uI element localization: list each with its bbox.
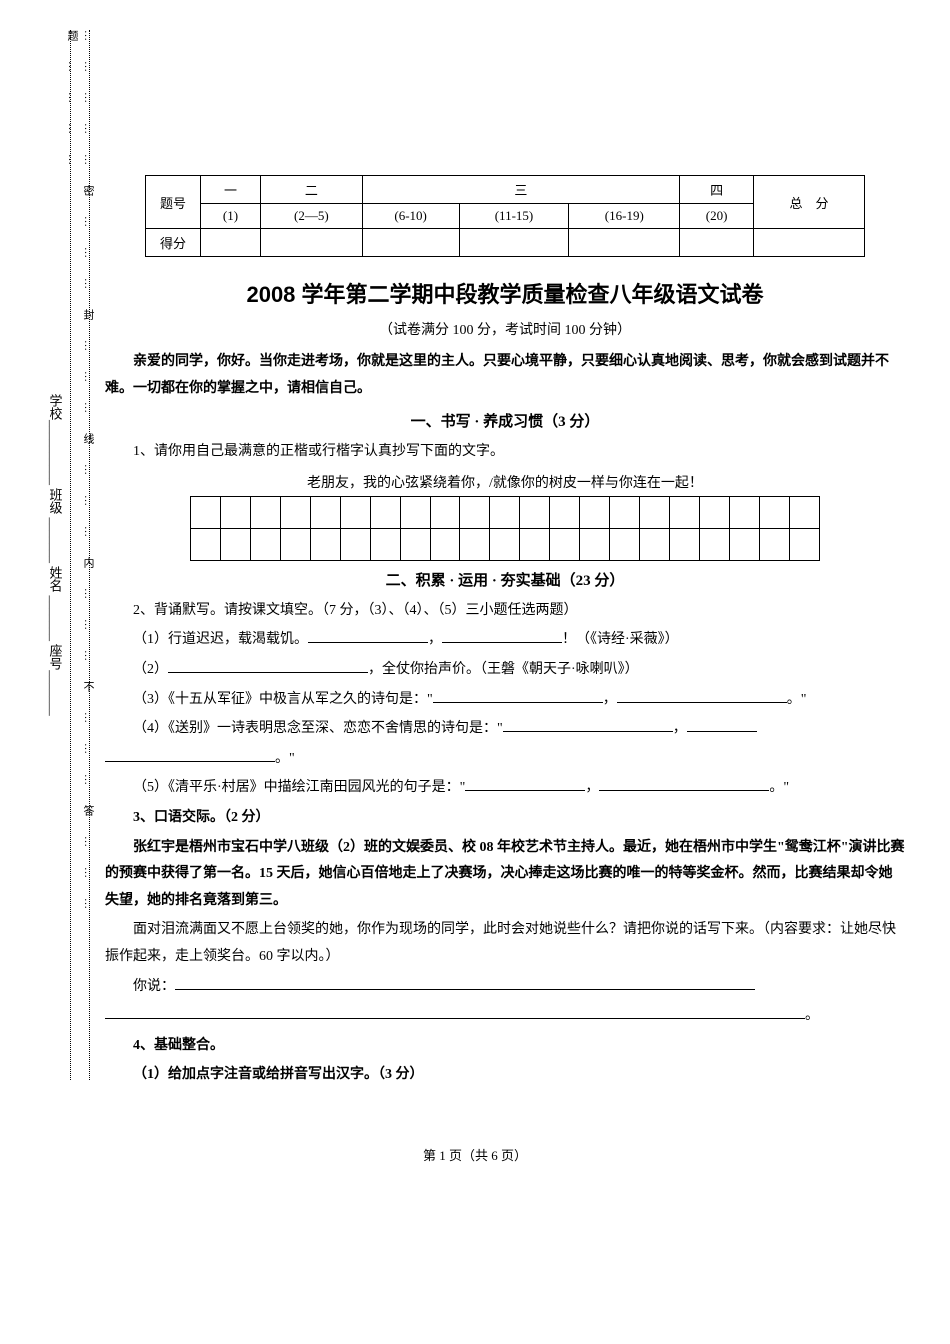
blank-2-2[interactable] [168, 672, 368, 673]
col3c: (16-19) [569, 204, 680, 229]
blank-3a[interactable] [175, 989, 755, 990]
col5: 总 分 [754, 176, 865, 229]
question-3-prompt: 面对泪流满面又不愿上台领奖的她，你作为现场的同学，此时会对她说些什么？请把你说的… [105, 917, 905, 970]
question-3-body: 张红宇是梧州市宝石中学八班级（2）班的文娱委员、校 08 年校艺术节主持人。最近… [105, 835, 905, 915]
col1-top: 一 [201, 176, 261, 204]
blank-2-1b[interactable] [442, 642, 562, 643]
blank-2-3b[interactable] [617, 702, 787, 703]
col4-bottom: (20) [680, 204, 754, 229]
q2-item-5: （5）《清平乐·村居》中描绘江南田园风光的句子是："，。" [105, 775, 905, 802]
section1-header: 一、书写 · 养成习惯（3 分） [105, 410, 905, 431]
col4-top: 四 [680, 176, 754, 204]
score-cell-total[interactable] [754, 229, 865, 257]
blank-2-5b[interactable] [599, 790, 769, 791]
copy-sentence: 老朋友，我的心弦紧绕着你，/就像你的树皮一样与你连在一起！ [105, 472, 905, 492]
question-3: 3、口语交际。（2 分） [105, 805, 905, 832]
question-1: 1、请你用自己最满意的正楷或行楷字认真抄写下面的文字。 [105, 439, 905, 466]
exam-subtitle: （试卷满分 100 分，考试时间 100 分钟） [105, 319, 905, 339]
col3a: (6-10) [362, 204, 459, 229]
col1-bottom: (1) [201, 204, 261, 229]
page-footer: 第 1 页（共 6 页） [0, 1145, 950, 1164]
q2-item-4-cont: 。" [105, 746, 905, 773]
col2-top: 二 [261, 176, 363, 204]
col3-top: 三 [362, 176, 680, 204]
blank-2-4c[interactable] [105, 761, 275, 762]
q4-item-1: （1）给加点字注音或给拼音写出汉字。（3 分） [105, 1062, 905, 1089]
col2-bottom: (2—5) [261, 204, 363, 229]
blank-2-4b[interactable] [687, 731, 757, 732]
blank-2-3a[interactable] [433, 702, 603, 703]
intro-text: 亲爱的同学，你好。当你走进考场，你就是这里的主人。只要心境平静，只要细心认真地阅… [105, 349, 905, 402]
score-cell-3a[interactable] [362, 229, 459, 257]
col3b: (11-15) [459, 204, 569, 229]
score-cell-3c[interactable] [569, 229, 680, 257]
binding-fields: 学校__________ 班级 _______ 姓名 _______ 座号___… [45, 30, 65, 1080]
section2-header: 二、积累 · 运用 · 夯实基础（23 分） [105, 569, 905, 590]
score-cell-4[interactable] [680, 229, 754, 257]
q2-item-2: （2），全仗你抬声价。（王磐《朝天子·咏喇叭》） [105, 657, 905, 684]
question-4: 4、基础整合。 [105, 1033, 905, 1060]
q2-item-1: （1）行道迟迟，载渴载饥。，！（《诗经·采薇》） [105, 627, 905, 654]
blank-2-1a[interactable] [308, 642, 428, 643]
score-table: 题号 一 二 三 四 总 分 (1) (2—5) (6-10) (11-15) … [145, 175, 865, 257]
question-3-answer-line2: 。 [105, 1003, 905, 1030]
score-cell-1[interactable] [201, 229, 261, 257]
q2-item-4: （4）《送别》一诗表明思念至深、恋恋不舍情思的诗句是："， [105, 716, 905, 743]
q2-item-3: （3）《十五从军征》中极言从军之久的诗句是："，。" [105, 687, 905, 714]
writing-grid[interactable] [190, 496, 820, 561]
question-2: 2、背诵默写。请按课文填空。（7 分，（3）、（4）、（5）三小题任选两题） [105, 598, 905, 625]
blank-2-4a[interactable] [503, 731, 673, 732]
score-cell-2[interactable] [261, 229, 363, 257]
row-label-score: 得分 [146, 229, 201, 257]
question-3-answer: 你说： [105, 974, 905, 1001]
page-content: 题号 一 二 三 四 总 分 (1) (2—5) (6-10) (11-15) … [105, 30, 905, 1092]
blank-3b[interactable] [105, 1018, 805, 1019]
blank-2-5a[interactable] [465, 790, 585, 791]
exam-title: 2008 学年第二学期中段教学质量检查八年级语文试卷 [105, 277, 905, 309]
score-cell-3b[interactable] [459, 229, 569, 257]
binding-seal-text: ……………密………封………线………内………不………答………题………… [72, 30, 88, 1080]
row-label-number: 题号 [146, 176, 201, 229]
